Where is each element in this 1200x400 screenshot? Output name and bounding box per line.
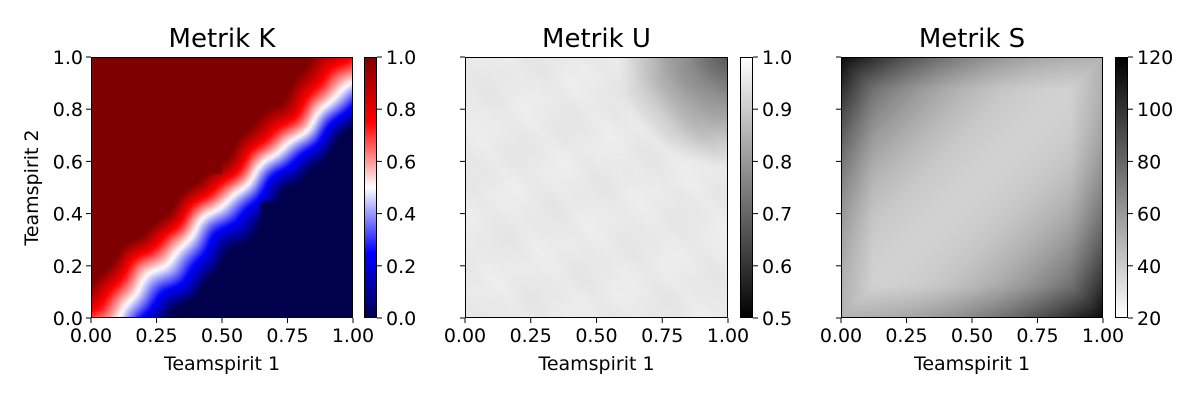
colorbar-tick-label: 80 (1137, 151, 1161, 173)
colorbar (1115, 57, 1128, 318)
colorbar-tick-label: 0.2 (386, 256, 416, 278)
colorbar-tick-label: 1.0 (762, 47, 792, 69)
colorbar-tick-label: 0.6 (762, 256, 792, 278)
y-tick-label: 0.2 (53, 256, 83, 278)
x-tick-label: 0.50 (951, 325, 993, 347)
axes-frame (841, 57, 1103, 318)
colorbar-tick-label: 0.6 (386, 151, 416, 173)
y-tick-label: 0.0 (53, 308, 83, 330)
chart-title: Metrik U (542, 24, 651, 54)
colorbar-tick-label: 0.9 (762, 99, 792, 121)
chart-title: Metrik S (919, 24, 1025, 54)
heatmap-image (91, 57, 353, 318)
x-tick-label: 0.00 (444, 325, 486, 347)
colorbar-tick-label: 20 (1137, 308, 1161, 330)
x-tick-label: 1.00 (332, 325, 374, 347)
colorbar-tick-label: 60 (1137, 204, 1161, 226)
colorbar-tick-label: 0.7 (762, 204, 792, 226)
x-tick-label: 0.50 (201, 325, 243, 347)
x-tick-label: 0.50 (575, 325, 617, 347)
colorbar-frame (740, 57, 753, 318)
heatmap-image (841, 57, 1103, 318)
x-tick-label: 0.00 (70, 325, 112, 347)
chart-title: Metrik K (169, 24, 277, 54)
colorbar-tick-label: 0.8 (386, 99, 416, 121)
x-tick-label: 0.75 (641, 325, 683, 347)
x-tick-label: 0.75 (1016, 325, 1058, 347)
colorbar-tick-label: 0.5 (762, 308, 792, 330)
x-tick-label: 1.00 (1082, 325, 1124, 347)
y-tick-label: 0.6 (53, 151, 83, 173)
y-axis-label: Teamspirit 2 (21, 129, 43, 246)
x-axis-label: Teamspirit 1 (913, 353, 1030, 375)
axes-frame (465, 57, 728, 318)
x-tick-label: 0.75 (266, 325, 308, 347)
y-tick-label: 0.4 (53, 204, 83, 226)
x-axis-label: Teamspirit 1 (537, 353, 654, 375)
colorbar-frame (364, 57, 377, 318)
axes-frame (91, 57, 353, 318)
colorbar (740, 57, 753, 318)
x-tick-label: 0.25 (135, 325, 177, 347)
x-tick-label: 0.00 (820, 325, 862, 347)
y-tick-label: 1.0 (53, 47, 83, 69)
colorbar-tick-label: 120 (1137, 47, 1173, 69)
colorbar-tick-label: 100 (1137, 99, 1173, 121)
colorbar-frame (1115, 57, 1128, 318)
colorbar-tick-label: 0.0 (386, 308, 416, 330)
x-tick-label: 0.25 (510, 325, 552, 347)
colorbar (364, 57, 377, 318)
x-axis-label: Teamspirit 1 (163, 353, 280, 375)
colorbar-tick-label: 0.8 (762, 151, 792, 173)
colorbar-tick-label: 0.4 (386, 204, 416, 226)
colorbar-tick-label: 40 (1137, 256, 1161, 278)
y-tick-label: 0.8 (53, 99, 83, 121)
colorbar-tick-label: 1.0 (386, 47, 416, 69)
heatmap-image (465, 57, 728, 318)
x-tick-label: 1.00 (707, 325, 749, 347)
x-tick-label: 0.25 (885, 325, 927, 347)
